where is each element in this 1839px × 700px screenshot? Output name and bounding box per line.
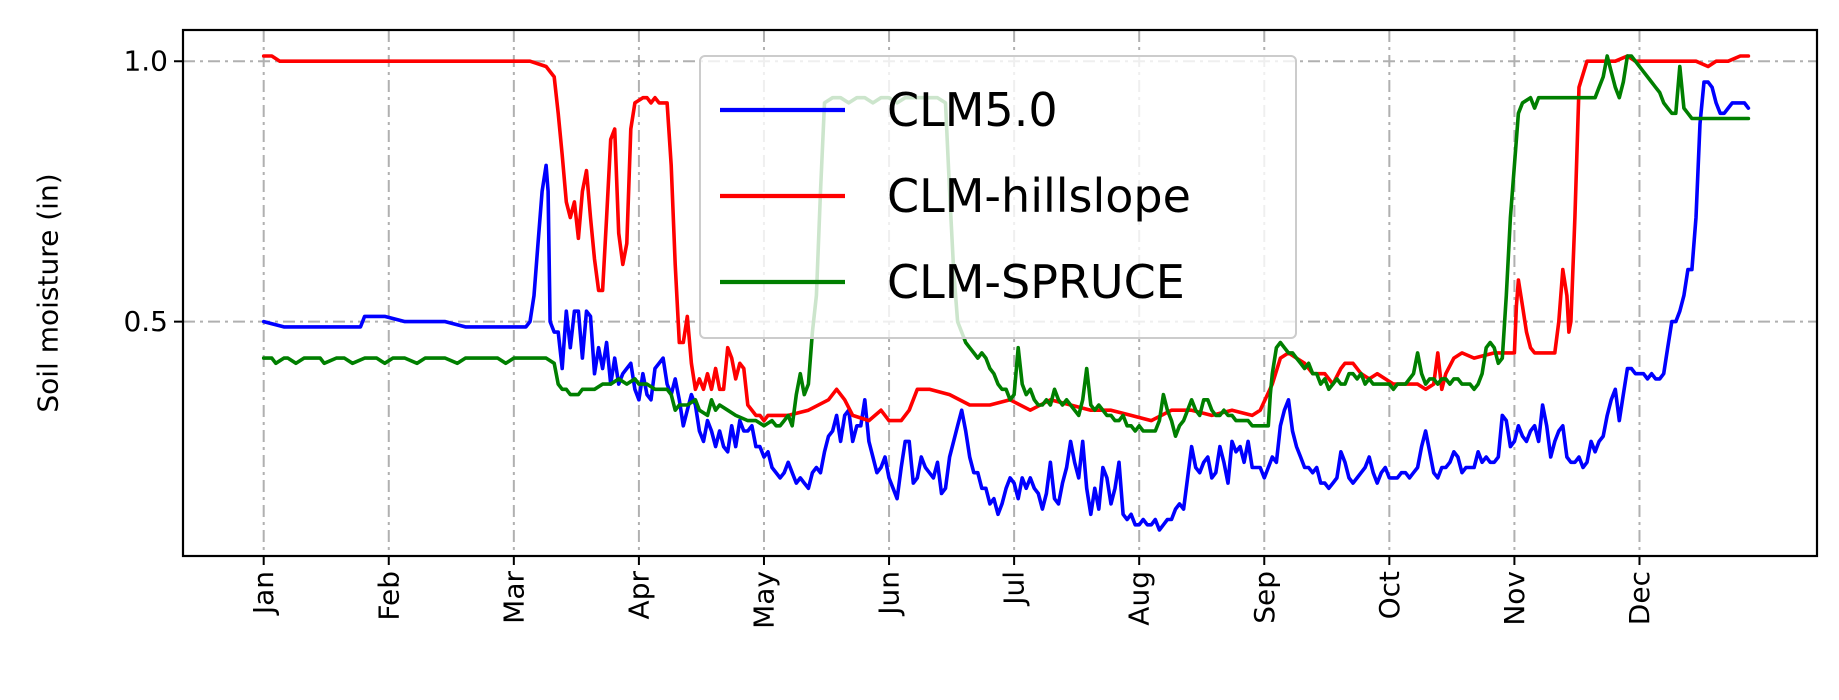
x-tick-label: Mar — [497, 571, 530, 624]
x-tick-label: Sep — [1248, 571, 1281, 624]
x-tick-label: Nov — [1498, 571, 1531, 626]
legend-label-clm-hillslope: CLM-hillslope — [887, 169, 1191, 223]
x-tick-label: Feb — [372, 571, 405, 621]
x-tick-label: May — [747, 571, 780, 629]
y-tick-label: 0.5 — [123, 305, 168, 338]
x-tick-label: Jul — [998, 571, 1031, 607]
series-line-clm5-0 — [261, 80, 1751, 532]
series-line-clm-spruce — [261, 54, 1751, 438]
legend-label-clm-spruce: CLM-SPRUCE — [887, 255, 1185, 309]
x-tick-label: Oct — [1373, 571, 1406, 619]
x-tick-label: Apr — [622, 571, 655, 620]
legend-box — [699, 55, 1297, 339]
series-lines — [261, 54, 1751, 532]
x-tick-label: Jun — [873, 571, 906, 617]
x-tick-label: Jan — [247, 571, 280, 616]
y-axis-label: Soil moisture (in) — [32, 173, 65, 412]
y-tick-label: 1.0 — [123, 45, 168, 78]
x-tick-label: Dec — [1623, 571, 1656, 625]
plot-frame — [181, 28, 1819, 558]
x-tick-label: Aug — [1123, 571, 1156, 626]
legend: CLM5.0 CLM-hillslope CLM-SPRUCE — [699, 55, 1297, 339]
axis-ticks: Jan Feb Mar Apr May Jun Jul Aug Sep Oct Nov Dec 0.5 1… — [123, 45, 1656, 629]
series-line-clm-hillslope — [261, 54, 1751, 423]
legend-label-clm5-0: CLM5.0 — [887, 83, 1058, 137]
